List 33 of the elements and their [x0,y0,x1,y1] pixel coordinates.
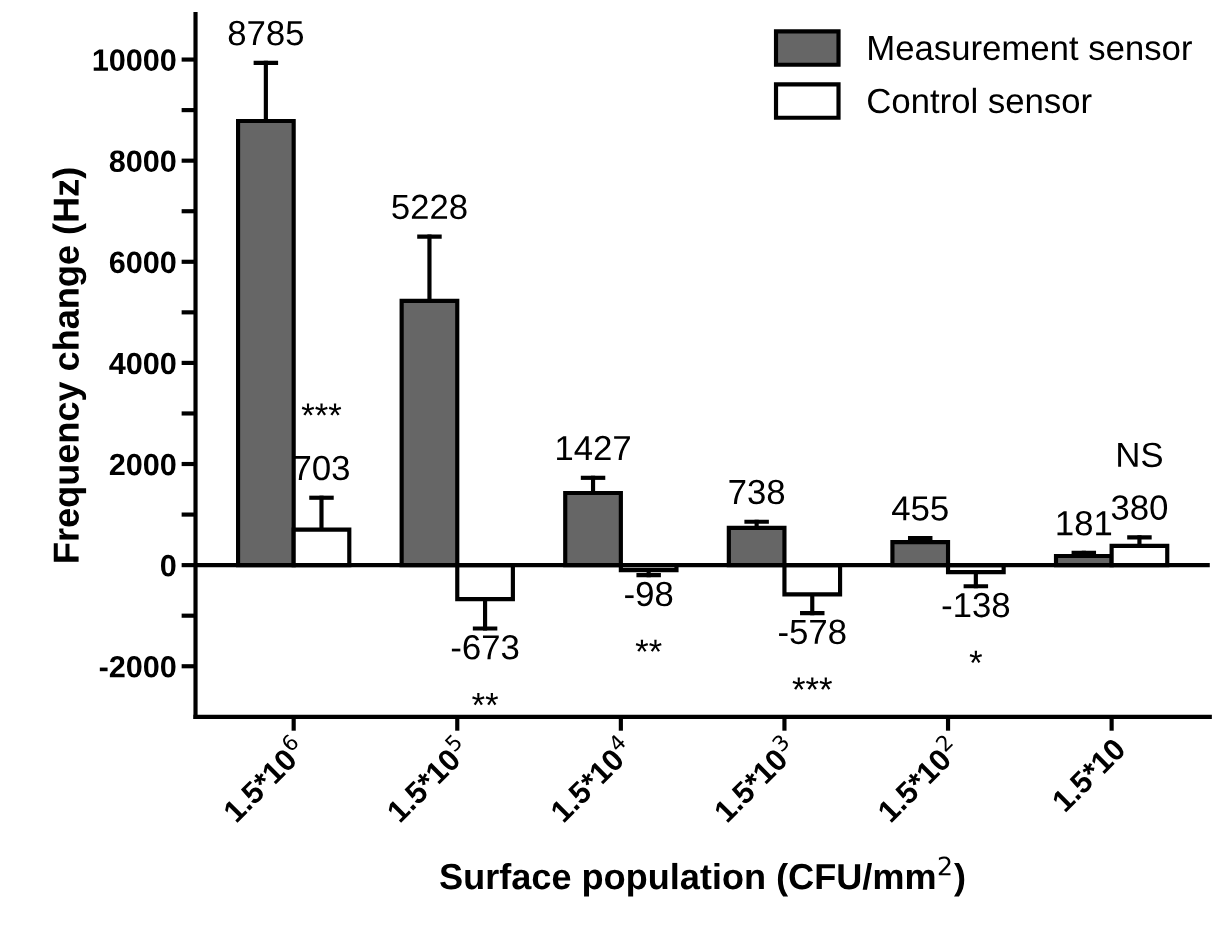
data-label: -98 [625,581,673,607]
annotation: NS [1118,442,1162,468]
data-label: 380 [1111,495,1168,520]
y-tick-label: 2000 [109,453,176,476]
legend-label: Control sensor [868,87,1092,114]
annotation: *** [301,403,342,416]
data-label: -138 [942,592,1010,618]
y-tick-label: 8000 [109,150,176,173]
x-tick-label: 1.5*10$^{3}$ [708,733,799,823]
data-label: -578 [779,619,846,645]
data-label: -673 [451,635,519,660]
x-tick-label: 1.5*10$^{2}$ [872,733,962,823]
annotation: * [969,650,983,663]
annotation: ** [472,693,499,706]
y-tick-label: 4000 [109,352,176,375]
x-axis-title: Surface population (CFU/mm$^{2}$) [440,856,965,897]
x-tick-label: 1.5*10$^{4}$ [545,733,636,823]
x-tick-label: 1.5*10$^{5}$ [381,733,471,823]
data-label: 738 [729,479,785,505]
data-label: 5228 [392,194,467,220]
y-tick-label: 10000 [93,49,176,71]
annotation: *** [792,677,832,690]
x-tick-label: 1.5*10$^{6}$ [218,733,308,823]
data-label: 181 [1057,510,1112,536]
data-label: 455 [892,496,948,521]
annotation: ** [635,639,662,652]
y-axis-title: Frequency change (Hz) [52,168,87,562]
y-tick-label: 6000 [109,251,176,274]
data-label: 1427 [557,435,630,461]
y-tick-label: 0 [160,554,176,577]
y-tick-label: -2000 [99,655,176,678]
legend-label: Measurement sensor [869,36,1192,61]
data-label: 8785 [228,20,304,46]
